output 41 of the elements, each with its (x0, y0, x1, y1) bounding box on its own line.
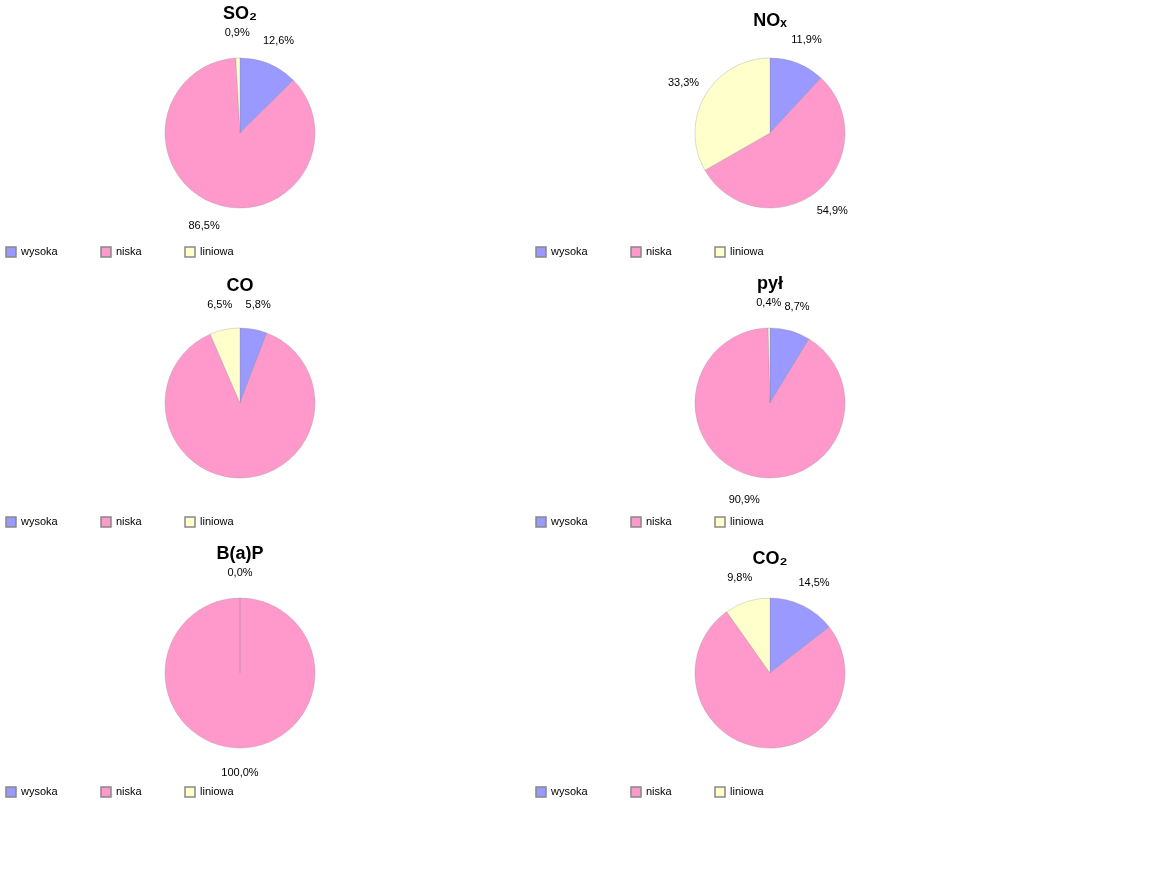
legend-label: liniowa (730, 785, 765, 797)
data-label: 12,6% (262, 33, 295, 46)
data-label: 100,0% (221, 766, 259, 778)
pie-slice (164, 57, 316, 209)
legend-label: niska (116, 245, 143, 257)
chart-title: CO (226, 274, 254, 295)
data-label: 33,3% (667, 75, 700, 88)
legend-label: wysoka (20, 245, 59, 257)
data-label: 14,5% (798, 576, 830, 589)
data-label: 0,9% (224, 26, 250, 39)
chart-title: SO₂ (222, 3, 258, 24)
data-label: 11,9% (791, 32, 822, 45)
data-label: 54,9% (816, 204, 849, 217)
data-label: 90,9% (728, 492, 761, 505)
text: 0,0% (227, 566, 253, 578)
chart-title: NOₓ (753, 9, 788, 30)
legend-label: niska (116, 785, 143, 797)
legend-label: liniowa (200, 785, 235, 797)
data-label: 8,7% (784, 299, 810, 312)
legend-label: wysoka (550, 245, 589, 257)
chart-title: CO₂ (752, 547, 788, 568)
data-label: 86,5% (188, 219, 220, 232)
chart-title: B(a)P (216, 543, 264, 563)
legend-label: wysoka (20, 785, 59, 797)
data-label: 5,8% (245, 297, 271, 310)
data-label: 6,5% (207, 298, 233, 311)
data-label: 9,8% (727, 570, 753, 583)
legend-label: liniowa (730, 245, 765, 257)
legend-label: liniowa (200, 515, 235, 527)
legend-label: liniowa (200, 245, 235, 257)
data-label: 0,4% (756, 296, 782, 309)
legend-label: liniowa (730, 515, 765, 527)
chart-title: pył (756, 273, 784, 294)
legend-label: wysoka (20, 515, 59, 527)
legend-label: niska (116, 515, 143, 527)
legend-label: wysoka (550, 515, 589, 527)
legend-label: niska (646, 785, 673, 797)
pie-slice (694, 327, 846, 479)
legend-label: niska (646, 515, 673, 527)
legend-label: niska (646, 245, 673, 257)
legend-label: wysoka (550, 785, 589, 797)
